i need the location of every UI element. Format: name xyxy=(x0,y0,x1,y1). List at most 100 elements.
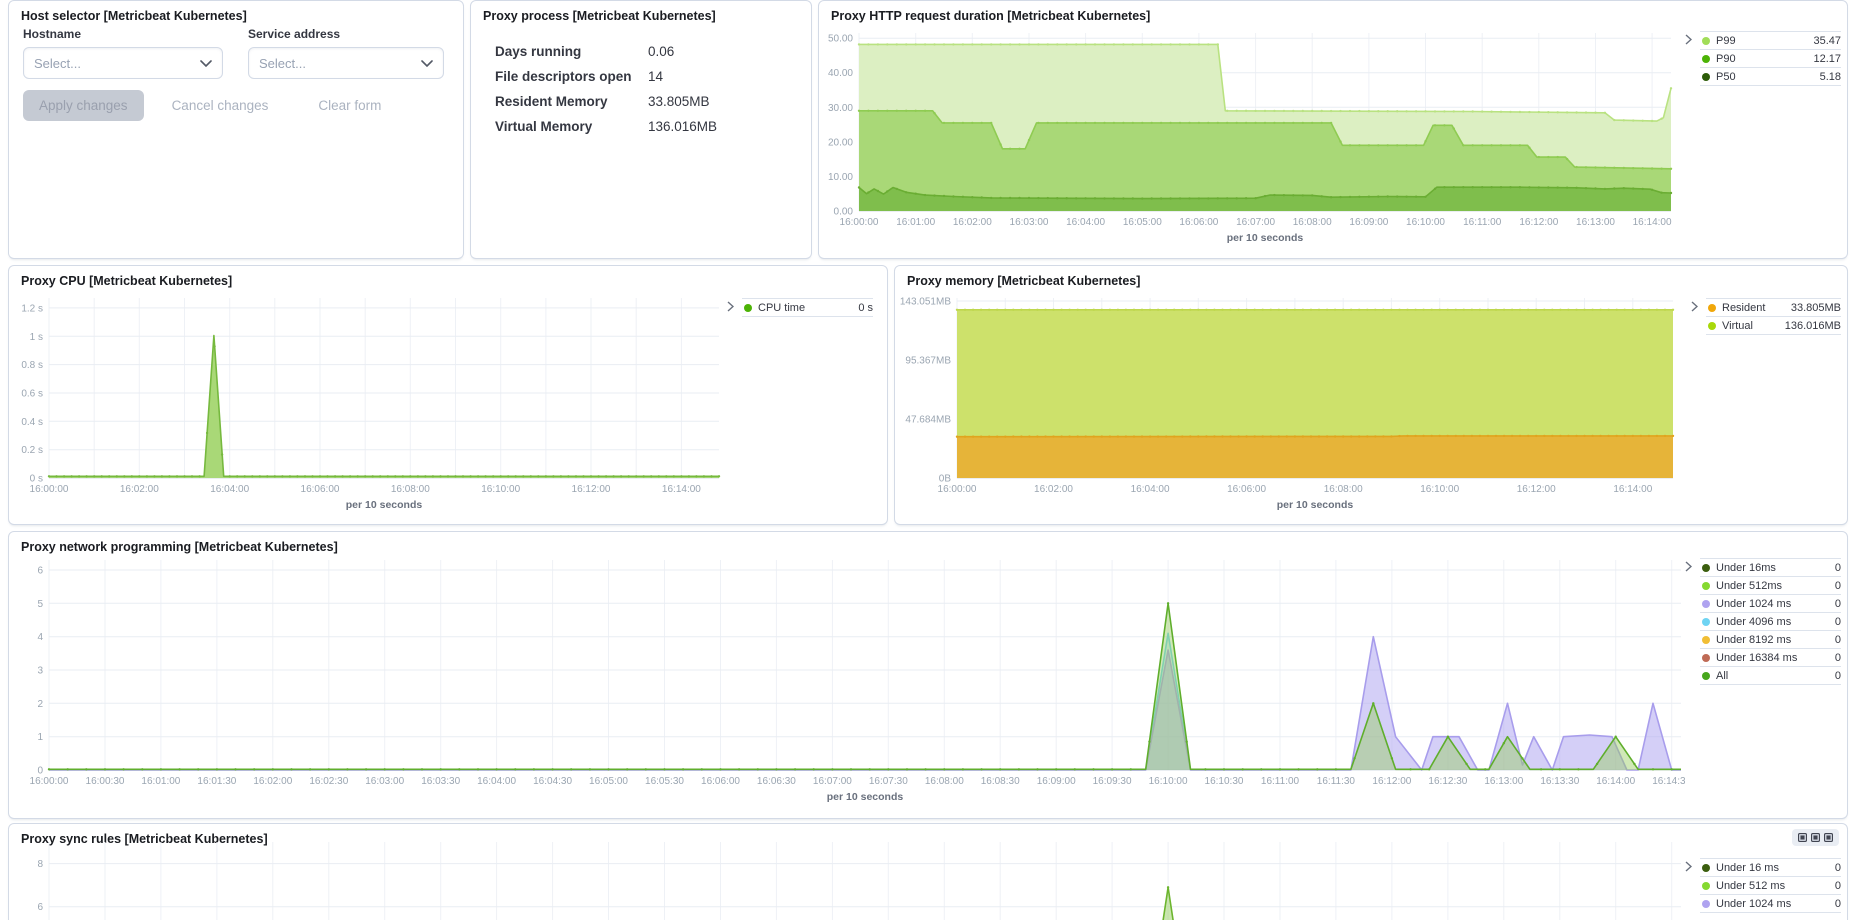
legend-collapse-icon[interactable] xyxy=(1691,301,1699,335)
data-point-marker xyxy=(582,475,585,478)
legend-item[interactable]: P90 12.17 xyxy=(1700,50,1841,68)
data-point-marker xyxy=(1141,197,1144,200)
data-point-marker xyxy=(1386,195,1389,198)
data-point-marker xyxy=(153,475,156,478)
data-point-marker xyxy=(1615,434,1618,438)
data-point-marker xyxy=(122,768,125,771)
panel-action-icon[interactable] xyxy=(1811,833,1820,842)
legend-collapse-icon[interactable] xyxy=(1685,861,1693,913)
clear-form-button[interactable]: Clear form xyxy=(308,90,391,121)
panel-title: Proxy memory [Metricbeat Kubernetes] xyxy=(907,274,1141,288)
data-point-marker xyxy=(1044,435,1047,438)
service-address-select[interactable]: Select... xyxy=(248,47,444,79)
hostname-select[interactable]: Select... xyxy=(23,47,223,79)
legend-item[interactable]: Under 1024 ms 0 xyxy=(1700,595,1841,613)
legend-label: Under 1024 ms xyxy=(1716,897,1792,910)
panel-actions-toolbar[interactable] xyxy=(1792,829,1839,846)
service-address-label: Service address xyxy=(248,27,341,41)
data-point-marker xyxy=(1599,434,1602,438)
data-point-marker xyxy=(271,768,274,771)
legend-item[interactable]: Under 8192 ms 0 xyxy=(1700,631,1841,649)
cancel-changes-button[interactable]: Cancel changes xyxy=(162,90,279,121)
data-point-marker xyxy=(253,768,256,771)
data-point-marker xyxy=(1414,144,1418,147)
data-point-marker xyxy=(942,43,946,46)
legend-item[interactable]: P50 5.18 xyxy=(1700,68,1841,86)
data-point-marker xyxy=(1655,434,1659,438)
data-point-marker xyxy=(1334,768,1338,771)
data-point-marker xyxy=(612,475,615,478)
y-tick-label: 5 xyxy=(37,599,43,610)
data-point-marker xyxy=(318,475,322,478)
data-point-marker xyxy=(62,475,66,478)
data-point-marker xyxy=(1414,110,1418,113)
data-point-marker xyxy=(663,768,666,771)
legend-item[interactable]: Under 512 ms 0 xyxy=(1700,877,1841,895)
data-point-marker xyxy=(923,193,927,197)
data-point-marker xyxy=(1148,435,1152,438)
series-color-dot xyxy=(1702,581,1710,590)
data-point-marker xyxy=(657,475,660,478)
legend-item[interactable]: Virtual 136.016MB xyxy=(1706,317,1841,335)
legend-collapse-icon[interactable] xyxy=(1685,34,1693,86)
data-point-marker xyxy=(138,475,141,478)
data-point-marker xyxy=(1205,435,1208,438)
data-point-marker xyxy=(1478,434,1482,438)
data-point-marker xyxy=(1647,434,1651,438)
data-point-marker xyxy=(1631,308,1634,311)
x-tick-label: 16:00:00 xyxy=(840,217,879,228)
data-point-marker xyxy=(1414,308,1417,311)
data-point-marker xyxy=(1076,308,1079,311)
x-tick-label: 16:08:30 xyxy=(981,776,1020,787)
data-point-marker xyxy=(1235,121,1238,125)
data-point-marker xyxy=(1486,308,1490,311)
data-point-marker xyxy=(775,768,778,771)
data-point-marker xyxy=(1430,434,1433,438)
data-point-marker xyxy=(281,475,284,478)
metric-row: Days running 0.06 xyxy=(495,43,801,61)
x-tick-label: 16:14:00 xyxy=(662,484,701,495)
panel-action-icon[interactable] xyxy=(1824,833,1833,842)
data-point-marker xyxy=(1433,124,1437,127)
legend-value: 0 xyxy=(1834,669,1841,682)
chart-legend: CPU time 0 s xyxy=(742,298,873,317)
legend-value: 0 xyxy=(1834,861,1841,874)
data-point-marker xyxy=(1671,308,1675,311)
legend-item[interactable]: Under 4096 ms 0 xyxy=(1700,613,1841,631)
data-point-marker xyxy=(996,435,999,438)
data-point-marker xyxy=(1414,434,1417,438)
legend-item[interactable]: Under 512ms 0 xyxy=(1700,577,1841,595)
legend-item[interactable]: CPU time 0 s xyxy=(742,299,873,317)
panel-action-icon[interactable] xyxy=(1798,833,1807,842)
data-point-marker xyxy=(1342,308,1345,311)
legend-item[interactable]: Under 16384 ms 0 xyxy=(1700,649,1841,667)
legend-item[interactable]: P99 35.47 xyxy=(1700,32,1841,50)
data-point-marker xyxy=(1285,435,1288,438)
legend-item[interactable]: Under 16ms 0 xyxy=(1700,559,1841,577)
line-series-cpu-time xyxy=(49,334,719,478)
legend-collapse-icon[interactable] xyxy=(727,301,735,317)
data-point-marker xyxy=(1575,111,1578,114)
service-address-field: Service address Select... xyxy=(248,27,444,79)
data-point-marker xyxy=(1148,740,1151,743)
data-point-marker xyxy=(1017,768,1021,771)
legend-item[interactable]: All 0 xyxy=(1700,667,1841,685)
legend-collapse-icon[interactable] xyxy=(1685,561,1693,685)
apply-changes-button[interactable]: Apply changes xyxy=(23,90,144,121)
x-tick-label: 16:13:30 xyxy=(1540,776,1579,787)
legend-item[interactable]: Under 16 ms 0 xyxy=(1700,859,1841,877)
x-tick-label: 16:11:00 xyxy=(1261,776,1300,787)
data-point-marker xyxy=(1241,768,1244,771)
data-point-marker xyxy=(47,768,51,771)
data-point-marker xyxy=(1430,308,1433,311)
legend-item[interactable]: Under 1024 ms 0 xyxy=(1700,895,1841,913)
chevron-down-icon xyxy=(421,59,433,67)
data-point-marker xyxy=(1613,166,1616,169)
data-point-marker xyxy=(988,435,991,438)
legend-item[interactable]: Resident 33.805MB xyxy=(1706,299,1841,317)
y-tick-label: 6 xyxy=(37,902,43,913)
data-point-marker xyxy=(999,196,1002,200)
data-point-marker xyxy=(1386,110,1389,113)
data-point-marker xyxy=(1650,167,1654,170)
x-tick-label: 16:12:00 xyxy=(572,484,611,495)
